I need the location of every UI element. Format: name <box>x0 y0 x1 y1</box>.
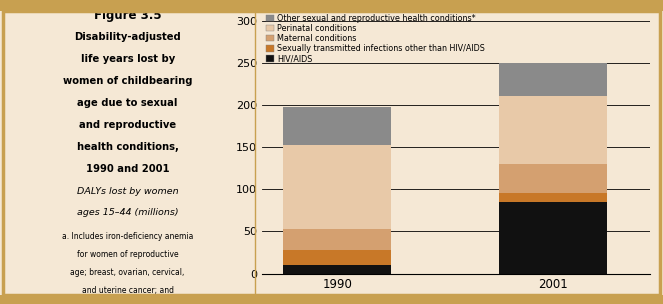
Text: women of childbearing: women of childbearing <box>63 76 192 86</box>
Bar <box>284 265 391 274</box>
Text: age; breast, ovarian, cervical,: age; breast, ovarian, cervical, <box>70 268 185 277</box>
Text: and uterine cancer; and: and uterine cancer; and <box>82 286 174 295</box>
Bar <box>284 145 391 229</box>
Text: Disability-adjusted: Disability-adjusted <box>74 32 181 42</box>
Bar <box>499 164 607 193</box>
Text: for women of reproductive: for women of reproductive <box>77 250 178 259</box>
Bar <box>499 193 607 202</box>
Bar <box>499 202 607 274</box>
Text: and reproductive: and reproductive <box>79 120 176 130</box>
Text: DALYs lost by women: DALYs lost by women <box>77 187 178 196</box>
Text: age due to sexual: age due to sexual <box>78 98 178 108</box>
Bar <box>284 250 391 265</box>
Bar <box>499 96 607 164</box>
Bar <box>284 229 391 250</box>
Text: a. Includes iron-deficiency anemia: a. Includes iron-deficiency anemia <box>62 232 194 241</box>
Bar <box>284 107 391 145</box>
Text: 1990 and 2001: 1990 and 2001 <box>86 164 170 174</box>
Text: Figure 3.5: Figure 3.5 <box>94 9 161 22</box>
Text: health conditions,: health conditions, <box>77 142 178 152</box>
Text: ages 15–44 (millions): ages 15–44 (millions) <box>77 208 178 217</box>
Bar <box>499 63 607 96</box>
Legend: Other sexual and reproductive health conditions*, Perinatal conditions, Maternal: Other sexual and reproductive health con… <box>266 14 485 64</box>
Text: life years lost by: life years lost by <box>80 54 175 64</box>
